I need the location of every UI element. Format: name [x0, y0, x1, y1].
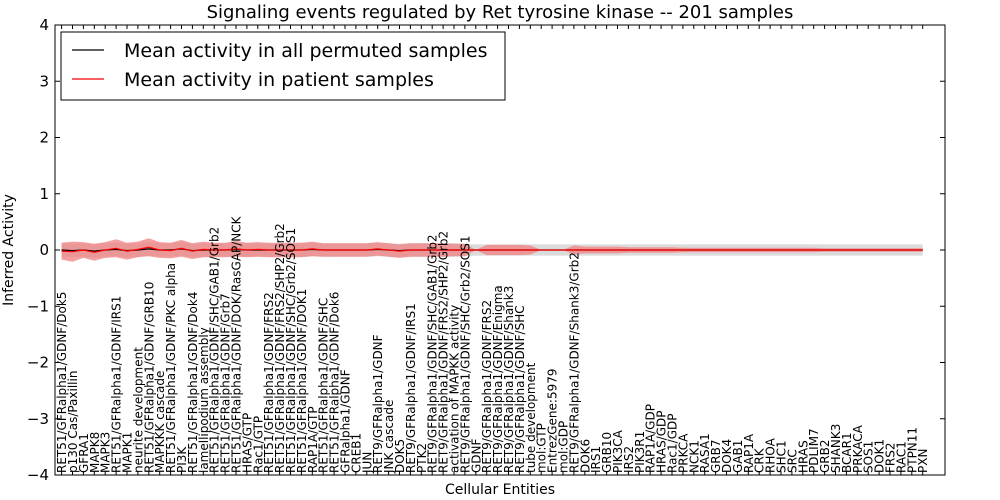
x-tick-label: PRKACA: [851, 424, 865, 473]
x-tick-label: MAPKKK cascade: [153, 371, 167, 473]
x-tick-label: GDNF: [469, 438, 483, 473]
x-tick-label: Rac1/GTP: [251, 416, 265, 473]
x-tick-label: SOS1: [862, 441, 876, 473]
x-tick-label: RHOA: [764, 437, 778, 473]
x-tick-label: DOK4: [720, 439, 734, 473]
chart-title: Signaling events regulated by Ret tyrosi…: [207, 2, 794, 23]
x-tick-label: PTPN11: [905, 427, 919, 473]
x-tick-label: GRB2: [818, 439, 832, 473]
x-tick-label: GAB1: [731, 440, 745, 473]
x-tick-label: RET9/GFRalpha1/GDNF: [371, 334, 385, 473]
x-tick-label: RET9/GFRalpha1/GDNF/SHC/GAB1/Grb2: [426, 234, 440, 473]
x-tick-label: DOK5: [393, 439, 407, 473]
x-tick-label: NCK1: [687, 440, 701, 473]
x-tick-label: RET51/GFRalpha1/GDNF/DOK/RasGAP/NCK: [230, 215, 244, 473]
x-tick-label: lamellipodium assembly: [197, 327, 211, 473]
x-tick-label: RET51/GFRalpha1/GDNF/PKC alpha: [164, 263, 178, 473]
plot-area: [61, 238, 923, 262]
x-tick-label: RET9/GFRalpha1/GDNF/IRS1: [404, 303, 418, 473]
x-tick-label: RET51/GFRalpha1/GDNF/Dok5: [55, 292, 69, 473]
x-tick-label: GFRalpha1/GDNF: [339, 369, 353, 473]
x-tick-label: HRAS: [796, 440, 810, 473]
x-tick-label: RET51/GFRalpha1/GDNF/FRS2/SHP2/Grb2: [273, 223, 287, 473]
x-tick-label: CRK: [753, 447, 767, 473]
y-tick-label: −3: [27, 410, 49, 428]
x-tick-label: RAP1A/GTP: [306, 406, 320, 473]
x-tick-label: BCAR1: [840, 432, 854, 473]
x-tick-label: MAPK1: [121, 432, 135, 473]
x-tick-label: MAPK3: [99, 432, 113, 473]
x-tick-label: CREB1: [349, 433, 363, 473]
x-tick-label: RET51/GFRalpha1/GDNF/FRS2: [262, 292, 276, 473]
x-tick-label: RAC1: [894, 441, 908, 473]
x-tick-label: neurite development: [131, 347, 145, 473]
x-tick-label: PTK2: [415, 443, 429, 473]
x-tick-label: SRC: [785, 449, 799, 473]
x-tick-label: RET9/GFRalpha1/GDNF/FRS2/SHP2/Grb2: [437, 231, 451, 473]
y-tick-label: 4: [39, 16, 49, 34]
x-tick-label: RET9/GFRalpha1/GDNF/FRS2: [480, 300, 494, 473]
x-tick-label: RET51/GFRalpha1/GDNF/Grb7: [219, 293, 233, 473]
x-tick-label: PIK3R1: [633, 431, 647, 473]
y-tick-label: 0: [39, 241, 49, 259]
legend-label-patient: Mean activity in patient samples: [124, 69, 434, 91]
y-tick-label: 2: [39, 129, 49, 147]
x-tick-label: Rac1/GDP: [666, 414, 680, 473]
x-tick-label: RET51/GFRalpha1/GDNF/IRS1: [110, 296, 124, 473]
x-tick-label: RAP1A: [742, 433, 756, 473]
x-tick-label: RET9/GFRalpha1/GDNF/SHC/Grb2/SOS1: [458, 235, 472, 473]
x-tick-label: HRAS/GTP: [240, 413, 254, 473]
x-tick-label: JUN: [360, 452, 374, 474]
x-tick-label: SHC1: [775, 440, 789, 473]
series-line-1: [61, 246, 923, 253]
x-tick-label: RAP1A/GDP: [644, 404, 658, 473]
x-tick-label: RET51/GFRalpha1/GDNF/SHC: [317, 298, 331, 473]
y-axis-label: Inferred Activity: [1, 194, 17, 306]
y-tick-label: −4: [27, 466, 49, 484]
x-tick-label: RET51/GFRalpha1/GDNF/Dok6: [328, 292, 342, 473]
x-tick-label: RET51/GFRalpha1/GDNF/Dok4: [186, 292, 200, 473]
x-tick-label: PRKCA: [676, 433, 690, 473]
x-tick-label: mol:GDP: [557, 421, 571, 473]
x-tick-label: mol:GTP: [535, 423, 549, 473]
x-tick-label: PIK3CA: [611, 429, 625, 473]
x-tick-label: GRB10: [600, 432, 614, 473]
y-tick-label: 1: [39, 185, 49, 203]
x-tick-label: RET9/GFRalpha1/GDNF/Enigma: [491, 285, 505, 473]
x-tick-label: DOK1: [873, 439, 887, 473]
x-tick-label: RET9/GFRalpha1/GDNF/Shank3/Grb2: [567, 252, 581, 473]
x-tick-label: GFRA1: [77, 433, 91, 473]
x-tick-label: JNK cascade: [382, 400, 396, 474]
x-tick-label: MAPK8: [88, 432, 102, 473]
x-tick-label: RET51/GFRalpha1/GDNF/SHC/Grb2/SOS1: [284, 228, 298, 473]
y-tick-label: −1: [27, 297, 49, 315]
x-tick-label: HRAS/GDP: [655, 410, 669, 473]
x-tick-label: IRS2: [622, 446, 636, 473]
x-tick-label: PI3K: [175, 446, 189, 473]
x-tick-label: RET51/GFRalpha1/GDNF/SHC/GAB1/Grb2: [208, 227, 222, 473]
x-axis-label: Cellular Entities: [445, 482, 555, 498]
x-tick-label: EntrezGene:5979: [546, 369, 560, 474]
legend-label-permuted: Mean activity in all permuted samples: [124, 40, 487, 62]
x-tick-label: FRS2: [884, 443, 898, 474]
legend: Mean activity in all permuted samples Me…: [60, 31, 506, 101]
x-tick-label: RET51/GFRalpha1/GDNF/GRB10: [142, 282, 156, 473]
y-tick-label: 3: [39, 72, 49, 90]
x-tick-label: tube development: [524, 362, 538, 473]
x-tick-label: SHANK3: [829, 424, 843, 473]
x-tick-label: RET51/GFRalpha1/GDNF/DOK1: [295, 289, 309, 473]
x-tick-label: RET9/GFRalpha1/GDNF/Shank3: [502, 286, 516, 473]
y-tick-label: −2: [27, 354, 49, 372]
x-tick-label: DOK6: [578, 439, 592, 473]
x-tick-label: p130 Cas/Paxillin: [66, 371, 80, 473]
x-tick-label: GRB7: [709, 439, 723, 473]
x-tick-label: activation of MAPKK activity: [448, 305, 462, 473]
x-tick-label: IRS1: [589, 446, 603, 473]
x-tick-label: RASA1: [698, 433, 712, 473]
x-tick-label: RET9/GFRalpha1/GDNF/SHC: [513, 305, 527, 473]
legend-box: [60, 31, 506, 101]
x-tick-label: PXN: [916, 449, 930, 473]
x-tick-label: PDLIM7: [807, 428, 821, 473]
